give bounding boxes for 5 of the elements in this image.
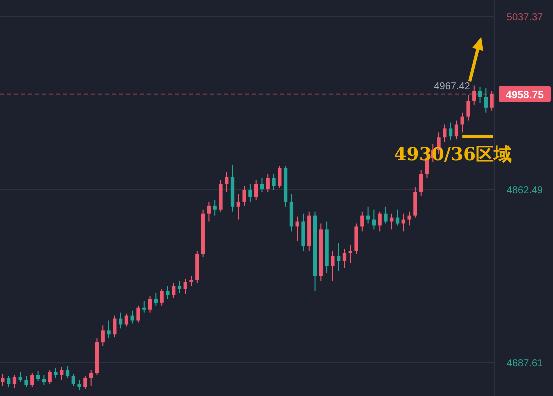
y-tick-label: 4687.61 xyxy=(506,358,544,370)
annotation: 4967.42 xyxy=(434,82,471,93)
y-tick-label: 5037.37 xyxy=(506,12,544,24)
ref-line-label: 4958.75 xyxy=(506,89,544,102)
y-tick-label: 4862.49 xyxy=(506,186,544,197)
